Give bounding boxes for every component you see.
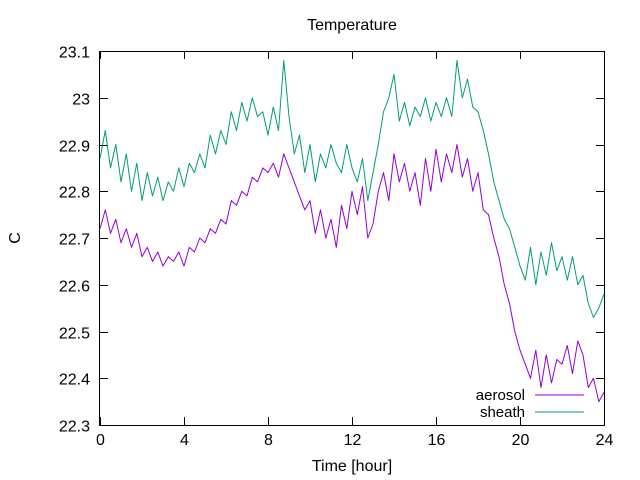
x-tick-label: 4 [180,432,189,449]
y-tick-label: 22.8 [59,185,90,202]
y-tick-label: 22.3 [59,419,90,436]
y-tick-label: 23.1 [59,45,90,62]
y-tick-label: 22.6 [59,279,90,296]
y-tick-label: 23 [72,92,90,109]
series-line-aerosol [99,144,605,403]
series-layer [99,59,605,403]
x-tick-label: 20 [512,432,530,449]
x-tick-label: 8 [264,432,273,449]
y-axis: 22.3 22.4 22.5 22.6 22.7 22.8 22.9 23 23.1 [59,45,604,436]
y-tick-label: 22.4 [59,372,90,389]
chart-title: Temperature [307,17,397,34]
legend: aerosol sheath [476,387,584,421]
y-tick-label: 22.9 [59,139,90,156]
y-tick-label: 22.7 [59,232,90,249]
x-tick-label: 24 [596,432,614,449]
x-tick-label: 12 [344,432,362,449]
series-line-sheath [99,59,605,318]
x-tick-label: 16 [428,432,446,449]
y-axis-title: C [7,232,24,244]
legend-label-sheath: sheath [480,404,525,421]
x-axis: 0 4 8 12 16 20 24 [96,51,614,449]
y-tick-label: 22.5 [59,326,90,343]
x-tick-label: 0 [96,432,105,449]
legend-label-aerosol: aerosol [476,387,525,404]
x-axis-title: Time [hour] [312,458,392,475]
plot-frame [99,51,605,426]
